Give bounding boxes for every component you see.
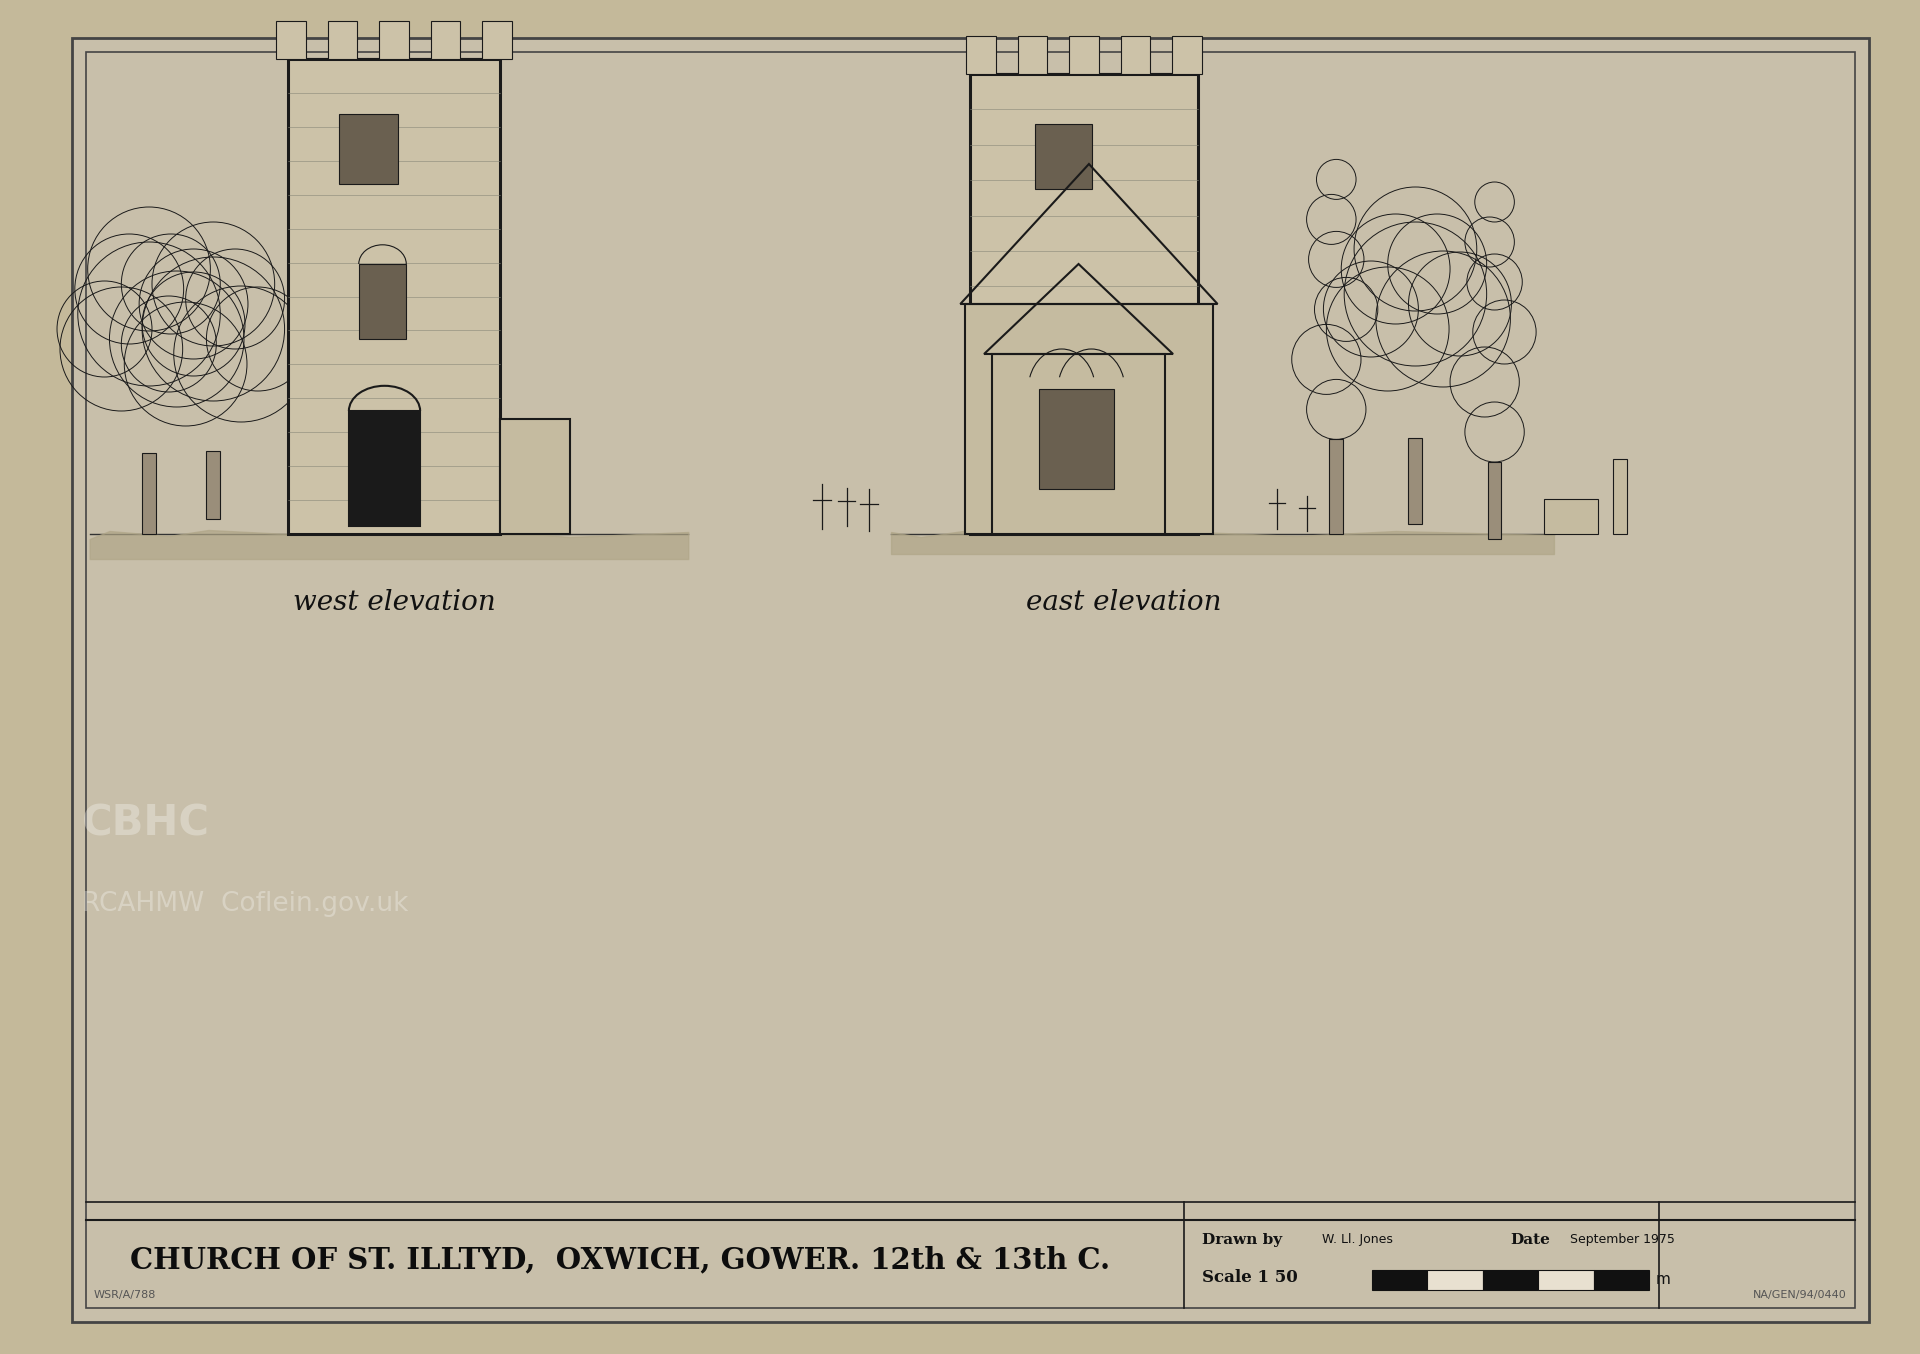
Bar: [207, 451, 221, 519]
Text: CBHC: CBHC: [83, 803, 209, 845]
Bar: [1018, 37, 1048, 74]
Text: m: m: [1655, 1273, 1670, 1288]
Bar: [1488, 462, 1501, 539]
Bar: [1482, 1270, 1538, 1290]
Bar: [288, 60, 501, 533]
Text: Drawn by: Drawn by: [1202, 1233, 1283, 1247]
Bar: [970, 74, 1198, 533]
Bar: [1538, 1270, 1594, 1290]
Bar: [142, 452, 156, 533]
Bar: [1409, 439, 1423, 524]
Bar: [340, 114, 397, 184]
Bar: [1544, 500, 1599, 533]
Bar: [482, 22, 511, 60]
Text: NA/GEN/94/0440: NA/GEN/94/0440: [1753, 1290, 1847, 1300]
Bar: [359, 264, 407, 338]
Bar: [349, 412, 420, 525]
Bar: [501, 418, 570, 533]
Text: Scale 1 50: Scale 1 50: [1202, 1270, 1298, 1286]
Bar: [384, 271, 399, 299]
Bar: [966, 37, 996, 74]
Bar: [378, 22, 409, 60]
Bar: [276, 22, 305, 60]
Bar: [1329, 440, 1344, 533]
Text: RCAHMW  Coflein.gov.uk: RCAHMW Coflein.gov.uk: [83, 891, 409, 917]
Text: WSR/A/788: WSR/A/788: [94, 1290, 156, 1300]
Bar: [1373, 1270, 1427, 1290]
Bar: [1035, 125, 1092, 190]
Bar: [1069, 37, 1098, 74]
Bar: [328, 22, 357, 60]
Text: west elevation: west elevation: [292, 589, 495, 616]
Bar: [1039, 389, 1114, 489]
Text: Date: Date: [1511, 1233, 1549, 1247]
Bar: [993, 353, 1165, 533]
Bar: [966, 305, 1213, 533]
Bar: [1594, 1270, 1649, 1290]
Text: W. Ll. Jones: W. Ll. Jones: [1323, 1233, 1394, 1247]
Text: CHURCH OF ST. ILLTYD,  OXWICH, GOWER. 12th & 13th C.: CHURCH OF ST. ILLTYD, OXWICH, GOWER. 12t…: [131, 1246, 1110, 1274]
Bar: [1427, 1270, 1482, 1290]
Bar: [1121, 37, 1150, 74]
Bar: [430, 22, 461, 60]
Text: September 1975: September 1975: [1571, 1233, 1674, 1247]
Bar: [1171, 37, 1202, 74]
Text: east elevation: east elevation: [1025, 589, 1221, 616]
Bar: [1613, 459, 1626, 533]
